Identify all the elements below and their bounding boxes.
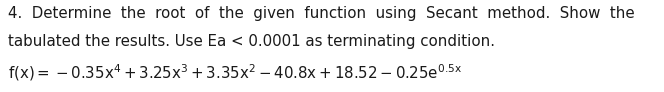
Text: $\mathregular{f(x) = -0.35x^{4} + 3.25x^{3} + 3.35x^{2} - 40.8x + 18.52 - 0.25e^: $\mathregular{f(x) = -0.35x^{4} + 3.25x^…	[8, 62, 462, 83]
Text: tabulated the results. Use Ea < 0.0001 as terminating condition.: tabulated the results. Use Ea < 0.0001 a…	[8, 34, 495, 49]
Text: 4.  Determine  the  root  of  the  given  function  using  Secant  method.  Show: 4. Determine the root of the given funct…	[8, 6, 635, 21]
